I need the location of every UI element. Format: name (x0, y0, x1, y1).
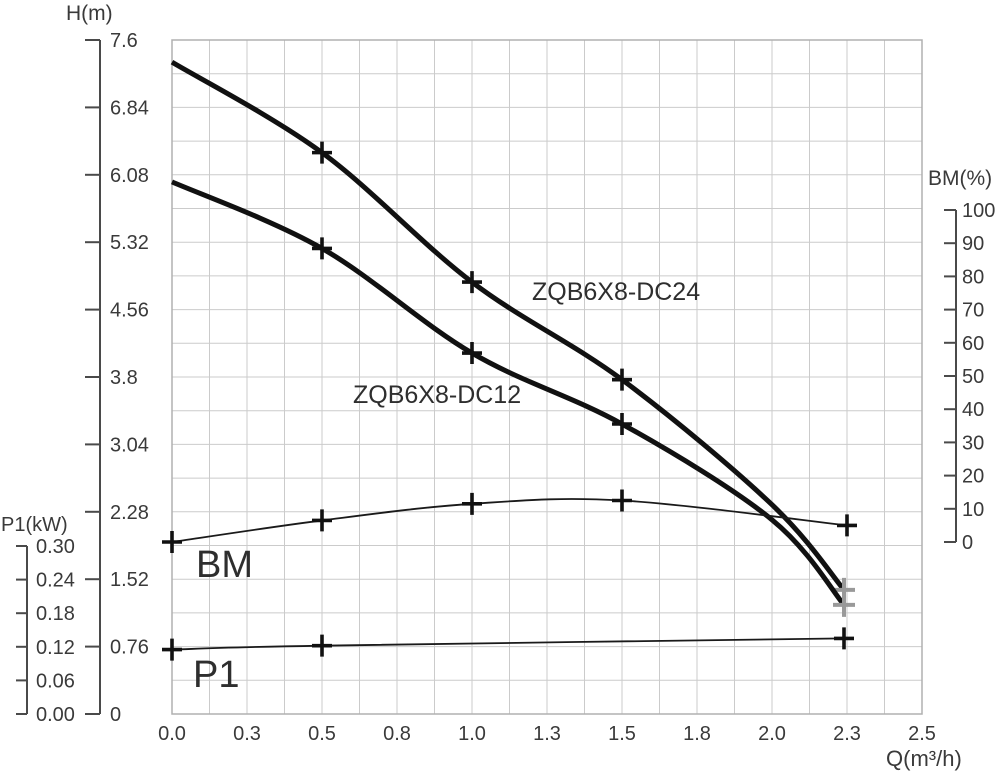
data-point-marker (462, 271, 482, 294)
data-point-marker (312, 634, 332, 657)
x-axis-tick-label: 0.3 (233, 723, 261, 745)
series-line-zqb6x8-dc12 (170, 179, 846, 607)
x-axis-tick-label: 2.0 (758, 723, 786, 745)
p1-axis-tick-label: 0.06 (36, 670, 75, 692)
bm-axis-tick-label: 60 (962, 333, 984, 355)
series-line-zqb6x8-dc24 (170, 60, 846, 592)
data-point-marker (312, 237, 332, 260)
h-axis-tick-label: 6.08 (110, 165, 149, 187)
data-point-marker (162, 531, 182, 553)
h-axis-tick-label: 7.6 (110, 30, 138, 52)
bm-axis-tick-label: 10 (962, 499, 984, 521)
data-point-marker (162, 638, 182, 661)
bm-axis-tick-label: 50 (962, 366, 984, 388)
curve-label-bm: BM (196, 544, 253, 586)
q-axis-title: Q(m³/h) (886, 746, 962, 771)
bm-axis-tick-label: 20 (962, 466, 984, 488)
curve-label-p1: P1 (193, 654, 240, 696)
data-point-marker (312, 141, 332, 164)
p1-axis-tick-label: 0.00 (36, 704, 75, 726)
bm-axis-tick-label: 30 (962, 432, 984, 454)
h-axis-title: H(m) (66, 2, 113, 25)
h-axis-tick-label: 1.52 (110, 569, 149, 591)
data-point-marker (837, 514, 857, 537)
data-point-marker (833, 592, 855, 617)
x-axis-tick-label: 0.0 (158, 723, 186, 745)
bm-axis-tick-label: 40 (962, 399, 984, 421)
x-axis-tick-label: 1.3 (533, 723, 561, 745)
h-axis-tick-label: 0 (110, 704, 121, 726)
p1-axis-tick-label: 0.12 (36, 637, 75, 659)
x-axis-tick-label: 0.8 (383, 723, 411, 745)
p1-axis-tick-label: 0.18 (36, 603, 75, 625)
h-axis-tick-label: 3.8 (110, 367, 138, 389)
curve-label-dc24: ZQB6X8-DC24 (532, 278, 701, 306)
bm-axis-title: BM(%) (928, 167, 993, 190)
h-axis-tick-label: 3.04 (110, 434, 149, 456)
data-point-marker (462, 342, 482, 365)
p1-axis-tick-label: 0.24 (36, 570, 75, 592)
h-axis-tick-label: 5.32 (110, 232, 149, 254)
series-line-p1 (171, 637, 845, 651)
bm-axis-tick-label: 0 (962, 532, 973, 554)
x-axis-tick-label: 1.0 (458, 723, 486, 745)
plot-border (171, 39, 923, 715)
h-axis-tick-label: 6.84 (110, 97, 149, 119)
data-point-marker (834, 627, 854, 650)
bm-axis-tick-label: 70 (962, 300, 984, 322)
h-axis-tick-label: 0.76 (110, 637, 149, 659)
data-point-marker (612, 368, 632, 391)
data-point-marker (612, 413, 632, 436)
x-axis-tick-label: 1.5 (608, 723, 636, 745)
p1-axis-tick-label: 0.30 (36, 536, 75, 558)
bm-axis-tick-label: 80 (962, 266, 984, 288)
data-point-marker (312, 509, 332, 532)
h-axis-tick-label: 2.28 (110, 502, 149, 524)
bm-axis-tick-label: 100 (962, 200, 995, 222)
bm-axis-tick-label: 90 (962, 233, 984, 255)
p1-axis-title: P1(kW) (1, 514, 68, 536)
x-axis-tick-label: 2.5 (908, 723, 936, 745)
h-axis-tick-label: 4.56 (110, 300, 149, 322)
curve-label-dc12: ZQB6X8-DC12 (353, 381, 522, 409)
x-axis-tick-label: 1.8 (683, 723, 711, 745)
data-point-marker (612, 489, 632, 512)
x-axis-tick-label: 0.5 (308, 723, 336, 745)
data-point-marker (462, 492, 482, 515)
x-axis-tick-label: 2.3 (833, 723, 861, 745)
